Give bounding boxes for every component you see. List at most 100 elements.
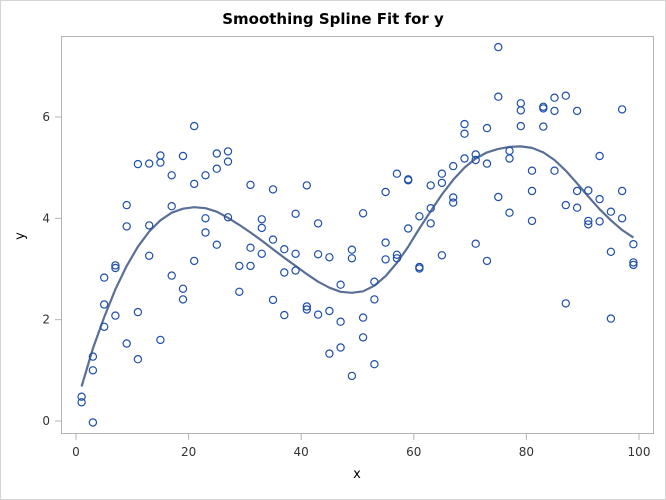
data-point xyxy=(178,151,188,161)
data-point xyxy=(426,219,435,228)
data-point xyxy=(370,295,379,304)
data-point xyxy=(505,146,514,156)
data-point xyxy=(156,158,165,167)
data-point xyxy=(527,166,537,175)
data-point xyxy=(246,243,255,252)
data-point xyxy=(595,151,604,161)
data-point xyxy=(449,198,458,207)
data-point xyxy=(133,307,143,317)
data-point xyxy=(99,300,109,309)
data-point xyxy=(77,392,86,401)
data-point xyxy=(111,311,120,320)
data-point xyxy=(347,245,357,254)
data-point xyxy=(325,349,334,358)
data-point xyxy=(584,220,593,229)
data-point xyxy=(201,228,210,237)
x-tick-label: 100 xyxy=(628,445,651,459)
data-point xyxy=(572,186,582,196)
data-point xyxy=(404,176,413,185)
data-point xyxy=(302,181,311,190)
data-point xyxy=(494,42,503,52)
data-point xyxy=(144,221,154,230)
data-point xyxy=(268,185,278,194)
data-point xyxy=(77,398,86,407)
chart-title: Smoothing Spline Fit for y xyxy=(222,10,444,28)
data-point xyxy=(212,164,221,173)
data-point xyxy=(212,240,221,249)
data-point xyxy=(561,200,571,210)
data-point xyxy=(494,192,503,202)
data-point xyxy=(584,216,593,226)
x-tick-label: 60 xyxy=(406,445,421,459)
data-point xyxy=(516,99,526,108)
data-point xyxy=(370,360,379,369)
data-point xyxy=(381,238,390,247)
data-point xyxy=(88,366,98,375)
data-point xyxy=(189,256,199,266)
data-point xyxy=(156,335,165,345)
data-point xyxy=(482,256,492,266)
data-point xyxy=(584,186,593,195)
data-point xyxy=(550,106,559,116)
data-point xyxy=(381,255,390,264)
data-point xyxy=(235,261,244,271)
data-point xyxy=(167,201,176,211)
data-point xyxy=(629,258,638,267)
data-point xyxy=(201,214,210,223)
x-axis-label: x xyxy=(353,467,361,482)
data-point xyxy=(167,171,176,180)
data-point xyxy=(381,187,390,197)
spline-fit-line xyxy=(80,145,635,387)
data-point xyxy=(88,352,98,361)
data-point xyxy=(268,235,278,244)
data-point xyxy=(617,214,627,223)
data-point xyxy=(527,216,537,226)
data-point xyxy=(550,93,559,102)
y-axis: 0 2 4 6 xyxy=(42,110,61,428)
data-point xyxy=(88,418,98,427)
data-point xyxy=(482,159,492,168)
data-point xyxy=(437,251,447,260)
y-tick-label: 6 xyxy=(42,110,50,124)
data-point xyxy=(392,169,402,178)
data-point xyxy=(111,261,120,270)
data-point xyxy=(460,154,469,163)
data-point xyxy=(415,264,424,273)
y-tick-label: 0 xyxy=(42,414,50,428)
data-point xyxy=(201,171,210,180)
data-point xyxy=(246,261,255,271)
data-point xyxy=(392,250,402,259)
data-point xyxy=(235,287,244,296)
data-point xyxy=(167,271,176,280)
data-point xyxy=(189,179,199,189)
data-point xyxy=(617,105,627,114)
data-point xyxy=(178,284,188,293)
data-point xyxy=(280,268,289,277)
data-point xyxy=(539,104,548,113)
data-point xyxy=(257,215,266,224)
data-point xyxy=(527,186,537,196)
data-point xyxy=(280,310,289,320)
data-point xyxy=(404,224,413,233)
y-tick-label: 4 xyxy=(42,211,50,225)
data-point xyxy=(471,155,480,165)
plot-frame xyxy=(61,36,654,434)
data-point xyxy=(189,121,199,131)
data-point xyxy=(268,295,278,305)
data-point xyxy=(629,239,638,249)
data-point xyxy=(223,213,233,222)
data-point xyxy=(370,277,379,286)
data-point xyxy=(99,273,109,282)
data-point xyxy=(325,253,334,262)
data-point xyxy=(471,150,480,159)
data-point xyxy=(223,157,233,166)
data-point xyxy=(347,371,357,381)
data-point xyxy=(629,260,638,270)
data-point xyxy=(280,244,289,254)
data-point xyxy=(561,91,571,100)
data-point xyxy=(505,154,514,163)
data-point xyxy=(99,322,109,331)
data-point xyxy=(415,212,424,221)
data-point xyxy=(133,355,143,364)
